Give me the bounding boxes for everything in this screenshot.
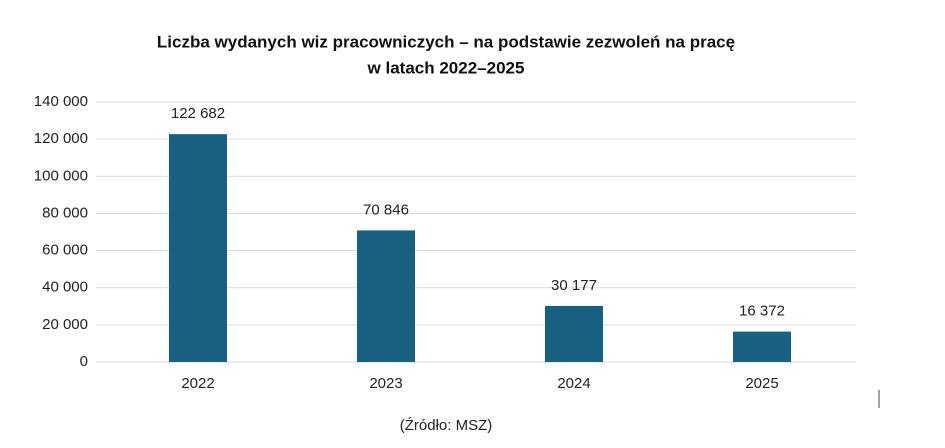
bar: [733, 331, 791, 362]
y-tick-label: 140 000: [34, 93, 88, 110]
bar: [545, 305, 603, 362]
x-tick-label: 2022: [181, 375, 214, 392]
x-tick-label: 2024: [557, 375, 590, 392]
y-tick-label: 40 000: [42, 279, 88, 296]
y-tick-label: 0: [80, 353, 88, 370]
x-tick-label: 2023: [369, 375, 402, 392]
bar: [169, 134, 227, 362]
data-label: 122 682: [171, 105, 225, 122]
data-label: 30 177: [551, 277, 597, 294]
y-tick-label: 80 000: [42, 204, 88, 221]
y-tick-label: 60 000: [42, 242, 88, 259]
data-label: 16 372: [739, 303, 785, 320]
x-tick-label: 2025: [745, 375, 778, 392]
y-tick-label: 100 000: [34, 167, 88, 184]
y-tick-label: 20 000: [42, 316, 88, 333]
y-tick-label: 120 000: [34, 130, 88, 147]
bar: [357, 230, 415, 362]
source-note: (Źródło: MSZ): [400, 417, 493, 434]
chart-title: Liczba wydanych wiz pracowniczych – na p…: [157, 32, 735, 51]
data-label: 70 846: [363, 201, 409, 218]
chart-title: w latach 2022–2025: [367, 58, 525, 77]
